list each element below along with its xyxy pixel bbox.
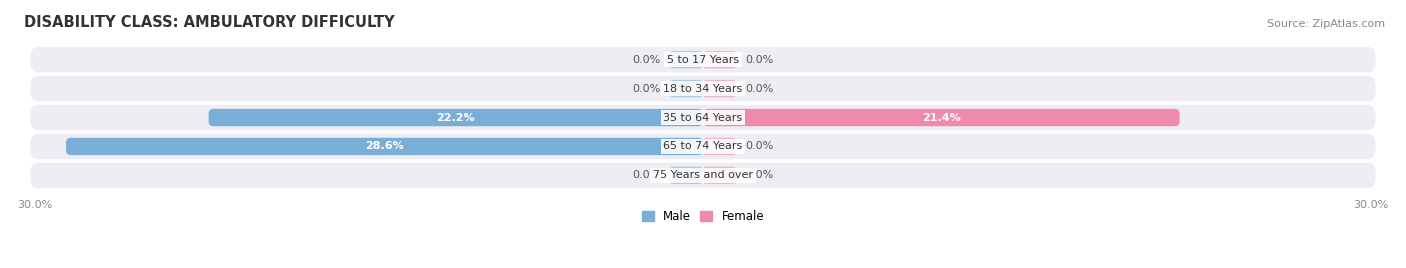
Text: 0.0%: 0.0%	[745, 170, 773, 180]
Text: 0.0%: 0.0%	[745, 55, 773, 65]
Text: DISABILITY CLASS: AMBULATORY DIFFICULTY: DISABILITY CLASS: AMBULATORY DIFFICULTY	[24, 15, 394, 30]
Text: 22.2%: 22.2%	[436, 113, 475, 122]
Text: 18 to 34 Years: 18 to 34 Years	[664, 84, 742, 94]
FancyBboxPatch shape	[31, 76, 1375, 101]
Text: 65 to 74 Years: 65 to 74 Years	[664, 142, 742, 151]
Text: Source: ZipAtlas.com: Source: ZipAtlas.com	[1267, 19, 1385, 29]
Text: 35 to 64 Years: 35 to 64 Years	[664, 113, 742, 122]
FancyBboxPatch shape	[31, 105, 1375, 130]
Text: 21.4%: 21.4%	[922, 113, 960, 122]
FancyBboxPatch shape	[669, 167, 703, 184]
FancyBboxPatch shape	[669, 51, 703, 68]
FancyBboxPatch shape	[703, 138, 737, 155]
FancyBboxPatch shape	[31, 47, 1375, 72]
Text: 75 Years and over: 75 Years and over	[652, 170, 754, 180]
FancyBboxPatch shape	[66, 138, 703, 155]
Text: 0.0%: 0.0%	[745, 84, 773, 94]
FancyBboxPatch shape	[208, 109, 703, 126]
FancyBboxPatch shape	[703, 109, 1180, 126]
Text: 0.0%: 0.0%	[633, 170, 661, 180]
Text: 0.0%: 0.0%	[633, 55, 661, 65]
FancyBboxPatch shape	[669, 80, 703, 97]
Text: 0.0%: 0.0%	[745, 142, 773, 151]
FancyBboxPatch shape	[703, 167, 737, 184]
FancyBboxPatch shape	[703, 80, 737, 97]
Text: 5 to 17 Years: 5 to 17 Years	[666, 55, 740, 65]
FancyBboxPatch shape	[31, 134, 1375, 159]
Text: 0.0%: 0.0%	[633, 84, 661, 94]
Text: 28.6%: 28.6%	[366, 142, 404, 151]
FancyBboxPatch shape	[31, 163, 1375, 188]
Legend: Male, Female: Male, Female	[637, 206, 769, 228]
FancyBboxPatch shape	[703, 51, 737, 68]
